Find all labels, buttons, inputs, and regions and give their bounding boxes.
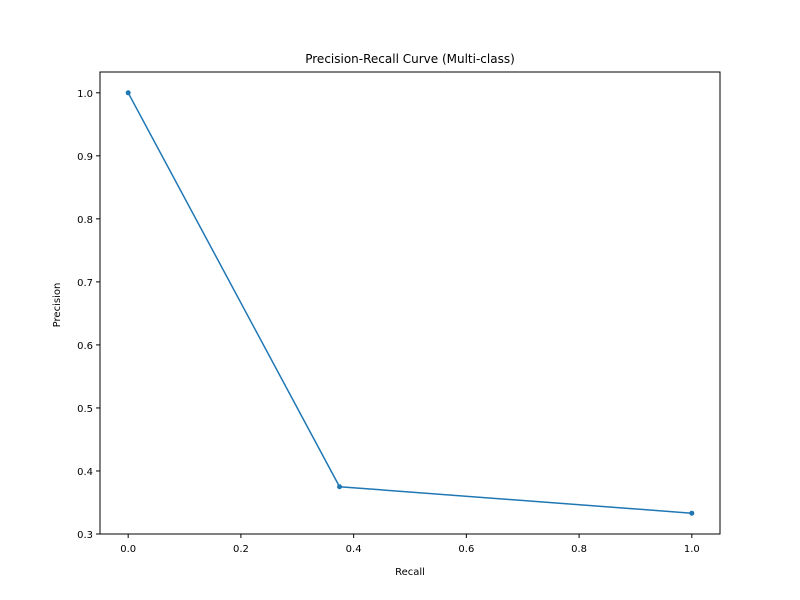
y-tick-label: 0.4 <box>77 467 93 478</box>
y-axis-label: Precision <box>52 283 63 328</box>
x-tick-label: 0.4 <box>346 544 362 555</box>
x-axis-label: Recall <box>395 567 425 578</box>
plot-area <box>125 90 695 516</box>
axes-frame <box>99 71 721 535</box>
x-axis-ticks: 0.0 0.2 0.4 0.6 0.8 1.0 <box>120 534 700 555</box>
x-tick-label: 0.8 <box>571 544 587 555</box>
x-tick-label: 0.6 <box>458 544 474 555</box>
y-axis-ticks: 0.3 0.4 0.5 0.6 0.7 0.8 0.9 1.0 <box>77 89 100 541</box>
data-point <box>689 510 695 516</box>
y-tick-label: 0.6 <box>77 341 93 352</box>
y-tick-label: 0.5 <box>77 404 93 415</box>
data-point <box>125 90 131 96</box>
data-point <box>337 484 343 490</box>
y-tick-label: 0.8 <box>77 215 93 226</box>
y-tick-label: 1.0 <box>77 89 93 100</box>
y-tick-label: 0.7 <box>77 278 93 289</box>
x-tick-label: 0.0 <box>120 544 136 555</box>
chart-title: Precision-Recall Curve (Multi-class) <box>305 52 515 66</box>
y-tick-label: 0.3 <box>77 530 93 541</box>
x-tick-label: 0.2 <box>233 544 249 555</box>
x-tick-label: 1.0 <box>684 544 700 555</box>
y-tick-label: 0.9 <box>77 152 93 163</box>
